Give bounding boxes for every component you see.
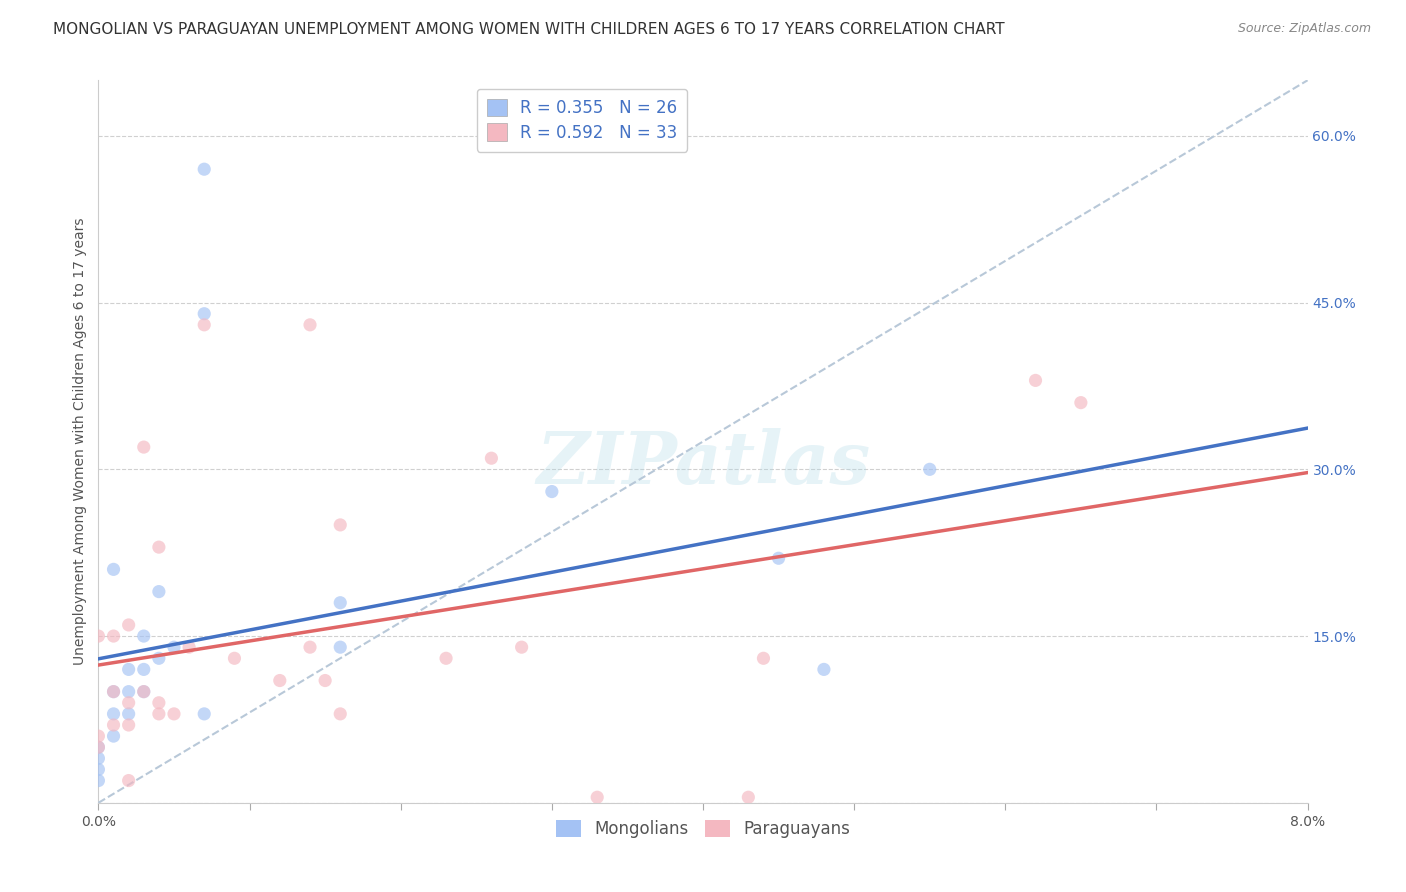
Point	[87, 740, 110, 755]
Point	[148, 706, 170, 721]
Point	[737, 790, 759, 805]
Point	[118, 773, 141, 788]
Point	[752, 651, 775, 665]
Point	[813, 662, 835, 676]
Point	[193, 706, 215, 721]
Point	[148, 696, 170, 710]
Point	[118, 696, 141, 710]
Point	[87, 773, 110, 788]
Text: ZIPatlas: ZIPatlas	[536, 428, 870, 499]
Point	[299, 640, 322, 655]
Point	[103, 562, 125, 576]
Point	[193, 162, 215, 177]
Point	[103, 629, 125, 643]
Text: Source: ZipAtlas.com: Source: ZipAtlas.com	[1237, 22, 1371, 36]
Point	[118, 718, 141, 732]
Text: MONGOLIAN VS PARAGUAYAN UNEMPLOYMENT AMONG WOMEN WITH CHILDREN AGES 6 TO 17 YEAR: MONGOLIAN VS PARAGUAYAN UNEMPLOYMENT AMO…	[53, 22, 1005, 37]
Point	[132, 684, 155, 698]
Point	[118, 618, 141, 632]
Point	[148, 540, 170, 554]
Point	[132, 662, 155, 676]
Point	[148, 584, 170, 599]
Point	[193, 307, 215, 321]
Point	[193, 318, 215, 332]
Point	[329, 517, 352, 532]
Point	[224, 651, 246, 665]
Point	[148, 651, 170, 665]
Point	[132, 440, 155, 454]
Point	[103, 684, 125, 698]
Point	[918, 462, 941, 476]
Point	[510, 640, 533, 655]
Point	[329, 706, 352, 721]
Point	[314, 673, 336, 688]
Point	[481, 451, 503, 466]
Point	[1025, 373, 1047, 387]
Point	[586, 790, 609, 805]
Point	[179, 640, 201, 655]
Point	[768, 551, 790, 566]
Point	[87, 740, 110, 755]
Point	[118, 706, 141, 721]
Point	[269, 673, 291, 688]
Point	[132, 629, 155, 643]
Point	[329, 596, 352, 610]
Point	[299, 318, 322, 332]
Point	[163, 640, 186, 655]
Point	[103, 718, 125, 732]
Point	[329, 640, 352, 655]
Point	[118, 662, 141, 676]
Y-axis label: Unemployment Among Women with Children Ages 6 to 17 years: Unemployment Among Women with Children A…	[73, 218, 87, 665]
Legend: Mongolians, Paraguayans: Mongolians, Paraguayans	[550, 814, 856, 845]
Point	[87, 763, 110, 777]
Point	[540, 484, 562, 499]
Point	[118, 684, 141, 698]
Point	[103, 684, 125, 698]
Point	[1070, 395, 1092, 409]
Point	[87, 629, 110, 643]
Point	[87, 729, 110, 743]
Point	[87, 751, 110, 765]
Point	[103, 729, 125, 743]
Point	[132, 684, 155, 698]
Point	[103, 706, 125, 721]
Point	[434, 651, 457, 665]
Point	[163, 706, 186, 721]
